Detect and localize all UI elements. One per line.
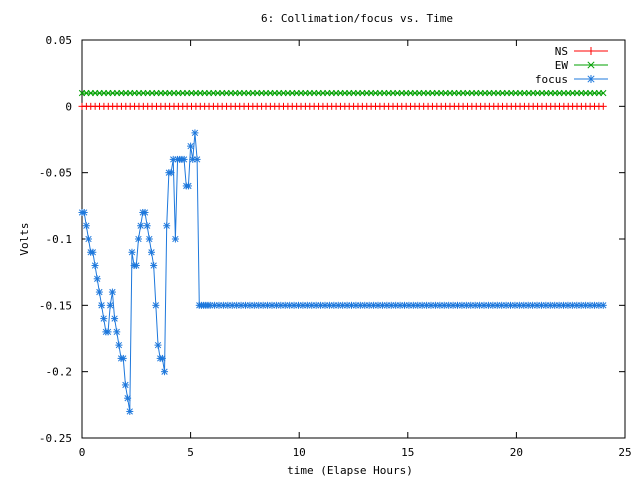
- data-point: [106, 301, 114, 309]
- data-point: [85, 235, 93, 243]
- y-axis-label: Volts: [18, 222, 31, 255]
- x-axis: 0 5 10 15 20 25: [79, 40, 632, 459]
- data-point: [119, 354, 127, 362]
- data-point: [187, 142, 195, 150]
- data-point: [599, 301, 607, 309]
- data-point: [89, 248, 97, 256]
- x-tick-label: 20: [510, 446, 523, 459]
- data-point: [191, 129, 199, 137]
- plot-area-frame: [81, 39, 626, 439]
- data-point: [163, 222, 171, 230]
- data-point: [600, 89, 607, 97]
- x-tick-label: 10: [293, 446, 306, 459]
- x-tick-label: 0: [79, 446, 86, 459]
- y-tick-label: -0.25: [39, 432, 72, 445]
- data-point: [132, 262, 140, 270]
- x-tick-label: 15: [401, 446, 414, 459]
- data-point: [80, 208, 88, 216]
- data-point: [184, 182, 192, 190]
- data-point: [145, 235, 153, 243]
- series-ns: [78, 102, 607, 110]
- data-point: [121, 381, 129, 389]
- data-point: [599, 102, 607, 110]
- data-point: [158, 354, 166, 362]
- data-point: [93, 275, 101, 283]
- data-point: [161, 368, 169, 376]
- data-point: [95, 288, 103, 296]
- data-point: [126, 407, 134, 415]
- data-point: [108, 288, 116, 296]
- series-line: [82, 132, 604, 412]
- series-ew: [78, 89, 607, 97]
- data-point: [98, 301, 106, 309]
- data-point: [100, 315, 108, 323]
- data-point: [587, 61, 595, 69]
- data-point: [143, 222, 151, 230]
- series-focus: [78, 129, 607, 415]
- y-tick-label: 0: [65, 100, 72, 113]
- x-tick-label: 25: [618, 446, 631, 459]
- x-tick-label: 5: [187, 446, 194, 459]
- y-tick-label: -0.1: [46, 233, 73, 246]
- y-tick-label: 0.05: [46, 34, 73, 47]
- data-point: [124, 394, 132, 402]
- y-tick-label: -0.2: [46, 366, 73, 379]
- y-axis: 0.05 0 -0.05 -0.1 -0.15 -0.2 -0.25: [39, 34, 625, 445]
- chart-title: 6: Collimation/focus vs. Time: [261, 12, 453, 25]
- data-point: [587, 47, 595, 55]
- data-point: [193, 155, 201, 163]
- data-point: [91, 262, 99, 270]
- data-point: [141, 208, 149, 216]
- legend-label: EW: [555, 59, 569, 72]
- legend-label: focus: [535, 73, 568, 86]
- data-point: [587, 75, 595, 83]
- series-group: [78, 89, 607, 415]
- data-point: [180, 155, 188, 163]
- data-point: [115, 341, 123, 349]
- data-point: [171, 235, 179, 243]
- data-point: [104, 328, 112, 336]
- data-point: [137, 222, 145, 230]
- data-point: [111, 315, 119, 323]
- x-axis-label: time (Elapse Hours): [287, 464, 413, 477]
- data-point: [152, 301, 160, 309]
- data-point: [134, 235, 142, 243]
- y-tick-label: -0.15: [39, 299, 72, 312]
- legend-label: NS: [555, 45, 568, 58]
- data-point: [167, 169, 175, 177]
- data-point: [82, 222, 90, 230]
- y-tick-label: -0.05: [39, 167, 72, 180]
- data-point: [148, 248, 156, 256]
- data-point: [113, 328, 121, 336]
- data-point: [154, 341, 162, 349]
- data-point: [150, 262, 158, 270]
- data-point: [128, 248, 136, 256]
